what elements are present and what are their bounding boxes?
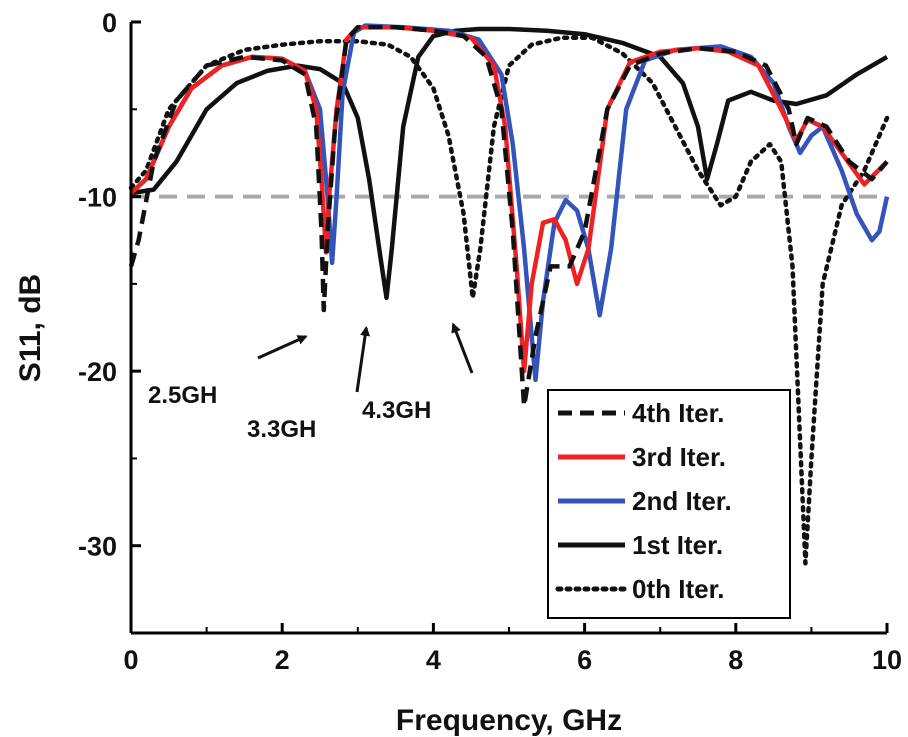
legend-label-4: 0th Iter. (632, 574, 724, 604)
y-tick-label-3: -30 (78, 532, 117, 562)
y-tick-label-1: -10 (78, 183, 117, 213)
x-tick-label-2: 4 (426, 645, 441, 675)
y-axis-title: S11, dB (14, 274, 47, 382)
x-tick-label-5: 10 (872, 645, 902, 675)
annotation-layer: 2.5GH 3.3GH 4.3GH (148, 322, 474, 443)
legend-label-3: 1st Iter. (632, 530, 723, 560)
x-axis-title: Frequency, GHz (396, 704, 622, 737)
series-layer (128, 23, 890, 566)
tick-layer: 0 2 4 6 8 10 0 -10 -20 -30 (78, 8, 902, 675)
legend-label-0: 4th Iter. (632, 398, 724, 428)
x-tick-label-4: 8 (728, 645, 743, 675)
annotation-label-0: 2.5GH (148, 382, 217, 409)
annotation-arrow-2 (451, 322, 474, 374)
x-tick-label-3: 6 (577, 645, 592, 675)
annotation-arrow-1 (355, 325, 371, 393)
y-tick-label-2: -20 (78, 357, 117, 387)
x-tick-label-0: 0 (123, 645, 138, 675)
legend-label-1: 3rd Iter. (632, 442, 726, 472)
legend-label-2: 2nd Iter. (632, 486, 732, 516)
annotation-arrow-0 (257, 335, 308, 360)
legend: 4th Iter. 3rd Iter. 2nd Iter. 1st Iter. 0th … (547, 389, 791, 619)
series-line-4 (128, 35, 890, 566)
annotation-label-1: 3.3GH (247, 416, 316, 443)
legend-box (547, 389, 791, 619)
series-line-0 (128, 24, 889, 409)
y-tick-label-0: 0 (102, 8, 117, 38)
annotation-label-2: 4.3GH (362, 397, 431, 424)
x-tick-label-1: 2 (275, 645, 290, 675)
